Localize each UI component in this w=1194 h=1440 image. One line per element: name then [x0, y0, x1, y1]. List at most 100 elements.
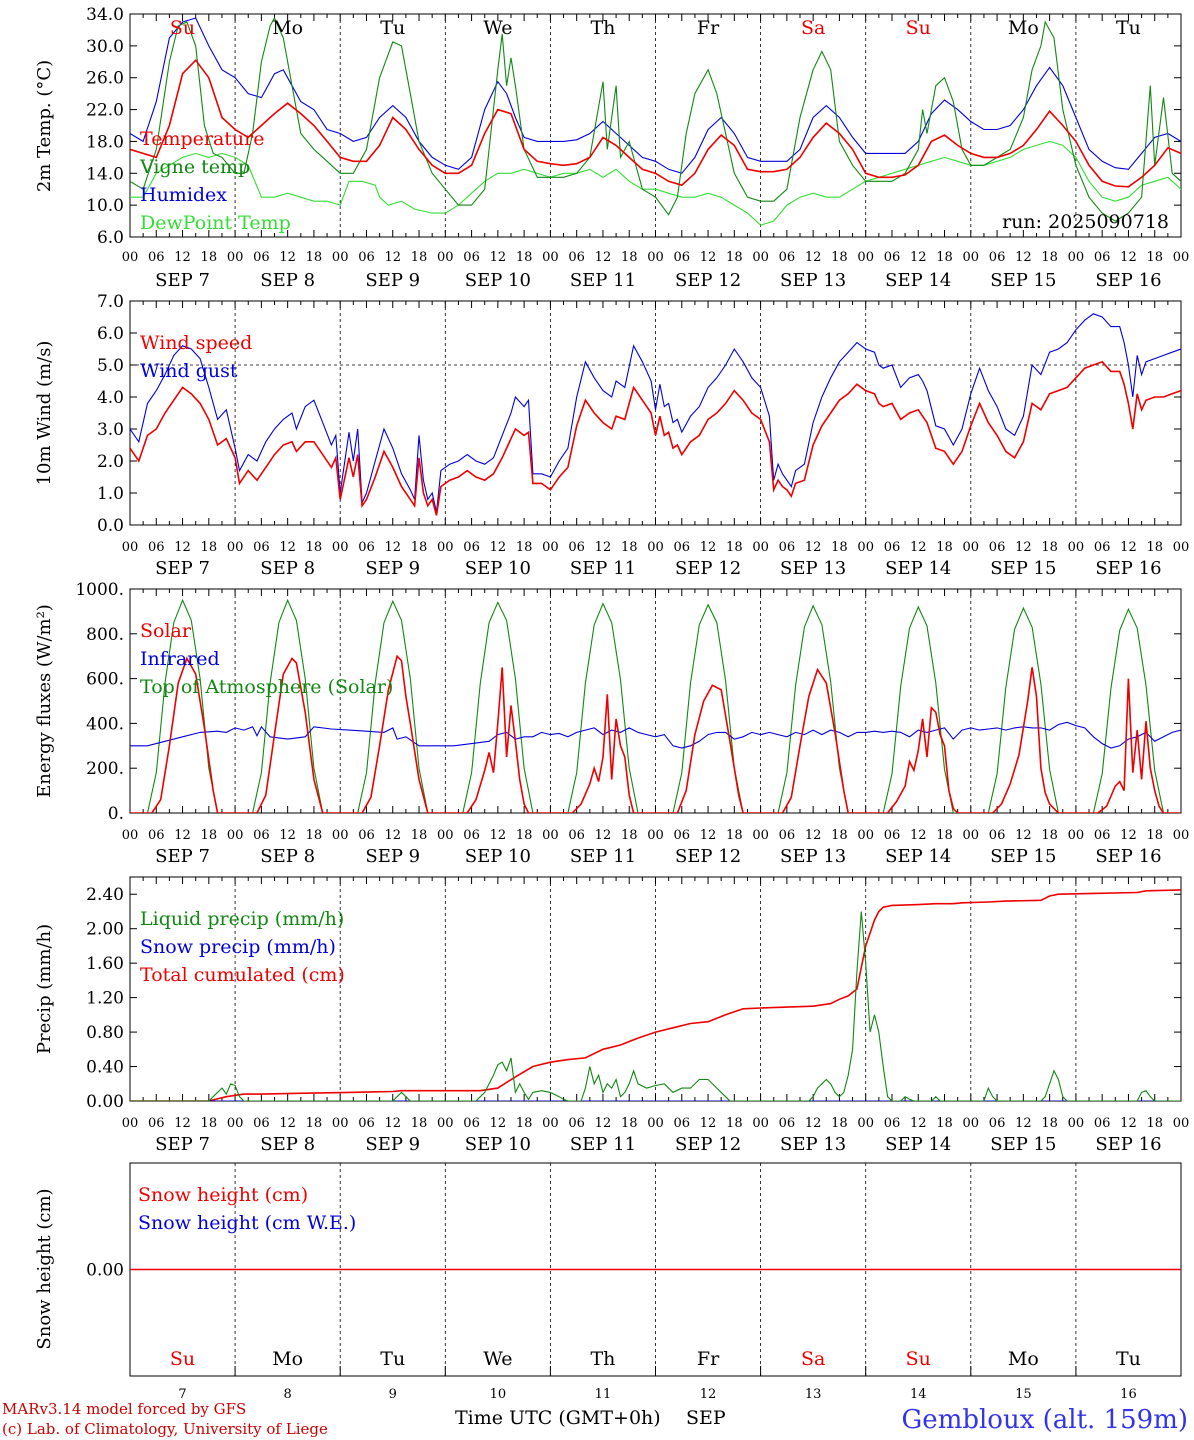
- day-number: 16: [1120, 1387, 1137, 1402]
- series-line-temperature: [130, 58, 1181, 188]
- y-tick-label: 6.0: [97, 228, 124, 248]
- date-label: SEP 14: [885, 846, 951, 867]
- day-number: 10: [490, 1387, 507, 1402]
- hour-tick-label: 06: [358, 540, 375, 555]
- hour-tick-label: 00: [752, 1116, 769, 1131]
- hour-tick-label: 18: [621, 828, 638, 843]
- y-tick-label: 18.0: [86, 132, 124, 152]
- day-label: Mo: [272, 1348, 303, 1370]
- legend-entry: Vigne temp: [139, 156, 250, 178]
- day-label: Mo: [1008, 17, 1039, 39]
- hour-tick-label: 12: [805, 828, 822, 843]
- hour-tick-label: 06: [1094, 540, 1111, 555]
- hour-tick-label: 06: [148, 828, 165, 843]
- hour-tick-label: 06: [884, 540, 901, 555]
- y-tick-label: 1.60: [86, 954, 124, 974]
- hour-tick-label: 18: [936, 1116, 953, 1131]
- date-label: SEP 15: [990, 1134, 1056, 1155]
- hour-tick-label: 12: [700, 540, 717, 555]
- hour-tick-label: 00: [1068, 1116, 1085, 1131]
- legend-entry: Liquid precip (mm/h): [140, 908, 344, 930]
- hour-tick-label: 00: [647, 1116, 664, 1131]
- hour-tick-label: 18: [306, 828, 323, 843]
- y-tick-label: 200.: [86, 759, 124, 779]
- series-line-infrared: [130, 721, 1181, 749]
- hour-tick-label: 18: [516, 250, 533, 265]
- day-number: 11: [595, 1387, 612, 1402]
- y-tick-label: 26.0: [86, 69, 124, 89]
- hour-tick-label: 12: [1015, 540, 1032, 555]
- hour-tick-label: 12: [384, 1116, 401, 1131]
- y-tick-label: 400.: [86, 714, 124, 734]
- series-line-liquid-precip-mm-h-: [130, 911, 1181, 1101]
- series-line-solar: [130, 654, 1181, 813]
- y-tick-label: 1000.: [75, 580, 124, 600]
- hour-tick-label: 06: [148, 1116, 165, 1131]
- hour-tick-label: 00: [1068, 250, 1085, 265]
- hour-tick-label: 18: [1146, 540, 1163, 555]
- hour-tick-label: 18: [831, 1116, 848, 1131]
- hour-tick-label: 12: [174, 250, 191, 265]
- day-label: Su: [906, 17, 931, 39]
- y-tick-label: 7.0: [97, 292, 124, 312]
- legend-entry: Snow height (cm W.E.): [138, 1212, 356, 1234]
- hour-tick-label: 12: [1015, 1116, 1032, 1131]
- hour-tick-label: 06: [1094, 1116, 1111, 1131]
- hour-tick-label: 00: [963, 540, 980, 555]
- day-label: Tu: [380, 1348, 405, 1370]
- hour-tick-label: 12: [279, 540, 296, 555]
- hour-tick-label: 06: [989, 540, 1006, 555]
- hour-tick-label: 06: [779, 540, 796, 555]
- day-number: 8: [284, 1387, 292, 1402]
- hour-tick-label: 00: [542, 1116, 559, 1131]
- hour-tick-label: 00: [857, 540, 874, 555]
- hour-tick-label: 18: [621, 250, 638, 265]
- date-label: SEP 11: [570, 270, 636, 291]
- date-label: SEP 8: [260, 1134, 315, 1155]
- date-label: SEP 15: [990, 270, 1056, 291]
- date-label: SEP 14: [885, 1134, 951, 1155]
- hour-tick-label: 06: [358, 1116, 375, 1131]
- date-label: SEP 7: [155, 270, 210, 291]
- hour-tick-label: 00: [1173, 1116, 1190, 1131]
- date-label: SEP 13: [780, 558, 846, 579]
- y-tick-label: 2.40: [86, 885, 124, 905]
- hour-tick-label: 00: [647, 828, 664, 843]
- y-tick-label: 4.0: [97, 388, 124, 408]
- legend-entry: Wind gust: [140, 360, 238, 382]
- month-label: SEP: [686, 1407, 726, 1429]
- hour-tick-label: 12: [1120, 828, 1137, 843]
- day-label: Th: [590, 17, 615, 39]
- hour-tick-label: 18: [201, 828, 218, 843]
- hour-tick-label: 06: [253, 250, 270, 265]
- hour-tick-label: 06: [884, 1116, 901, 1131]
- hour-tick-label: 18: [936, 828, 953, 843]
- day-number: 9: [389, 1387, 397, 1402]
- hour-tick-label: 18: [516, 1116, 533, 1131]
- day-label: Tu: [1116, 1348, 1141, 1370]
- day-label: Sa: [801, 17, 825, 39]
- date-label: SEP 16: [1095, 558, 1161, 579]
- date-label: SEP 16: [1095, 1134, 1161, 1155]
- hour-tick-label: 00: [542, 828, 559, 843]
- date-label: SEP 11: [570, 846, 636, 867]
- y-tick-label: 0.00: [86, 1092, 124, 1112]
- hour-tick-label: 06: [568, 828, 585, 843]
- hour-tick-label: 06: [463, 1116, 480, 1131]
- hour-tick-label: 00: [752, 540, 769, 555]
- day-number: 7: [178, 1387, 186, 1402]
- day-label: Fr: [697, 1348, 720, 1370]
- hour-tick-label: 18: [306, 1116, 323, 1131]
- y-tick-label: 0.0: [97, 516, 124, 536]
- date-label: SEP 11: [570, 558, 636, 579]
- hour-tick-label: 00: [227, 828, 244, 843]
- y-tick-label: 0.: [108, 804, 124, 824]
- day-number: 13: [805, 1387, 822, 1402]
- run-annotation: run: 2025090718: [1002, 211, 1169, 233]
- hour-tick-label: 12: [174, 540, 191, 555]
- day-label: Tu: [1116, 17, 1141, 39]
- legend-entry: Wind speed: [140, 332, 252, 354]
- hour-tick-label: 06: [1094, 828, 1111, 843]
- hour-tick-label: 00: [857, 828, 874, 843]
- day-label: We: [483, 1348, 512, 1370]
